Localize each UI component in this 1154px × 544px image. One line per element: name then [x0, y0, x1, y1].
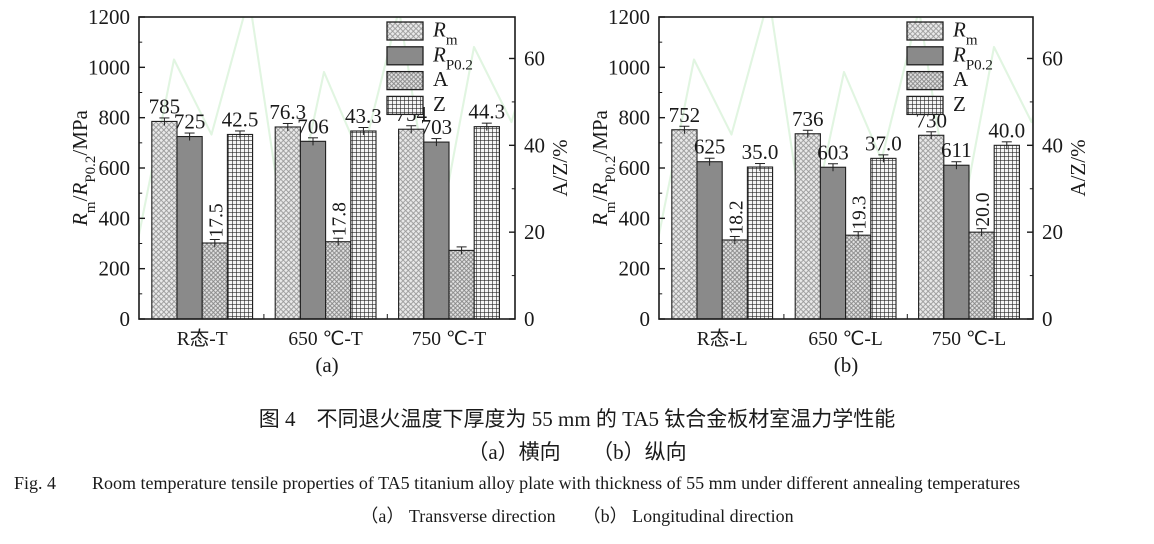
svg-text:625: 625 [694, 135, 726, 159]
svg-text:44.3: 44.3 [468, 100, 505, 124]
svg-text:R态-T: R态-T [177, 328, 228, 350]
svg-text:Rm/RP0.2/MPa: Rm/RP0.2/MPa [68, 109, 99, 226]
svg-text:600: 600 [619, 156, 651, 180]
svg-text:603: 603 [817, 140, 849, 164]
svg-text:17.5: 17.5 [206, 203, 227, 237]
svg-text:(b): (b) [834, 353, 859, 377]
svg-text:703: 703 [421, 115, 453, 139]
svg-text:800: 800 [99, 106, 131, 130]
svg-text:60: 60 [1042, 46, 1063, 70]
svg-text:19.3: 19.3 [850, 196, 871, 230]
svg-text:A: A [433, 67, 449, 91]
svg-text:400: 400 [99, 206, 131, 230]
svg-text:17.8: 17.8 [330, 202, 351, 236]
svg-text:18.2: 18.2 [726, 200, 747, 234]
svg-text:752: 752 [669, 103, 701, 127]
svg-text:706: 706 [297, 114, 329, 138]
svg-text:1000: 1000 [608, 55, 650, 79]
svg-text:750 ℃-L: 750 ℃-L [932, 329, 1006, 350]
svg-text:40.0: 40.0 [988, 118, 1025, 142]
svg-text:800: 800 [619, 106, 651, 130]
svg-text:35.0: 35.0 [742, 140, 779, 164]
svg-text:R态-L: R态-L [697, 328, 748, 350]
svg-text:400: 400 [619, 206, 651, 230]
svg-text:0: 0 [640, 307, 651, 331]
svg-text:736: 736 [792, 107, 824, 131]
svg-text:60: 60 [524, 46, 545, 70]
svg-text:20.0: 20.0 [973, 193, 994, 227]
svg-text:600: 600 [99, 156, 131, 180]
svg-text:40: 40 [524, 133, 545, 157]
svg-text:725: 725 [174, 110, 206, 134]
svg-text:20: 20 [1042, 220, 1063, 244]
svg-text:43.3: 43.3 [345, 104, 382, 128]
svg-text:750 ℃-T: 750 ℃-T [412, 329, 487, 350]
svg-text:200: 200 [99, 257, 131, 281]
svg-text:0: 0 [1042, 307, 1053, 331]
svg-text:1200: 1200 [608, 5, 650, 29]
svg-text:0: 0 [524, 307, 535, 331]
svg-text:0: 0 [120, 307, 131, 331]
svg-text:42.5: 42.5 [222, 107, 259, 131]
svg-text:A/Z/%: A/Z/% [548, 139, 572, 196]
svg-text:650 ℃-T: 650 ℃-T [288, 329, 363, 350]
svg-text:37.0: 37.0 [865, 131, 902, 155]
svg-text:(a): (a) [315, 353, 338, 377]
svg-text:611: 611 [941, 138, 972, 162]
svg-text:Z: Z [433, 92, 446, 116]
svg-text:200: 200 [619, 257, 651, 281]
svg-text:Z: Z [953, 92, 966, 116]
svg-text:Rm/RP0.2/MPa: Rm/RP0.2/MPa [588, 109, 619, 226]
svg-text:650 ℃-L: 650 ℃-L [808, 329, 882, 350]
svg-text:A/Z/%: A/Z/% [1066, 139, 1090, 196]
svg-text:A: A [953, 67, 969, 91]
svg-text:20: 20 [524, 220, 545, 244]
svg-text:1000: 1000 [88, 55, 130, 79]
svg-text:1200: 1200 [88, 5, 130, 29]
svg-text:40: 40 [1042, 133, 1063, 157]
